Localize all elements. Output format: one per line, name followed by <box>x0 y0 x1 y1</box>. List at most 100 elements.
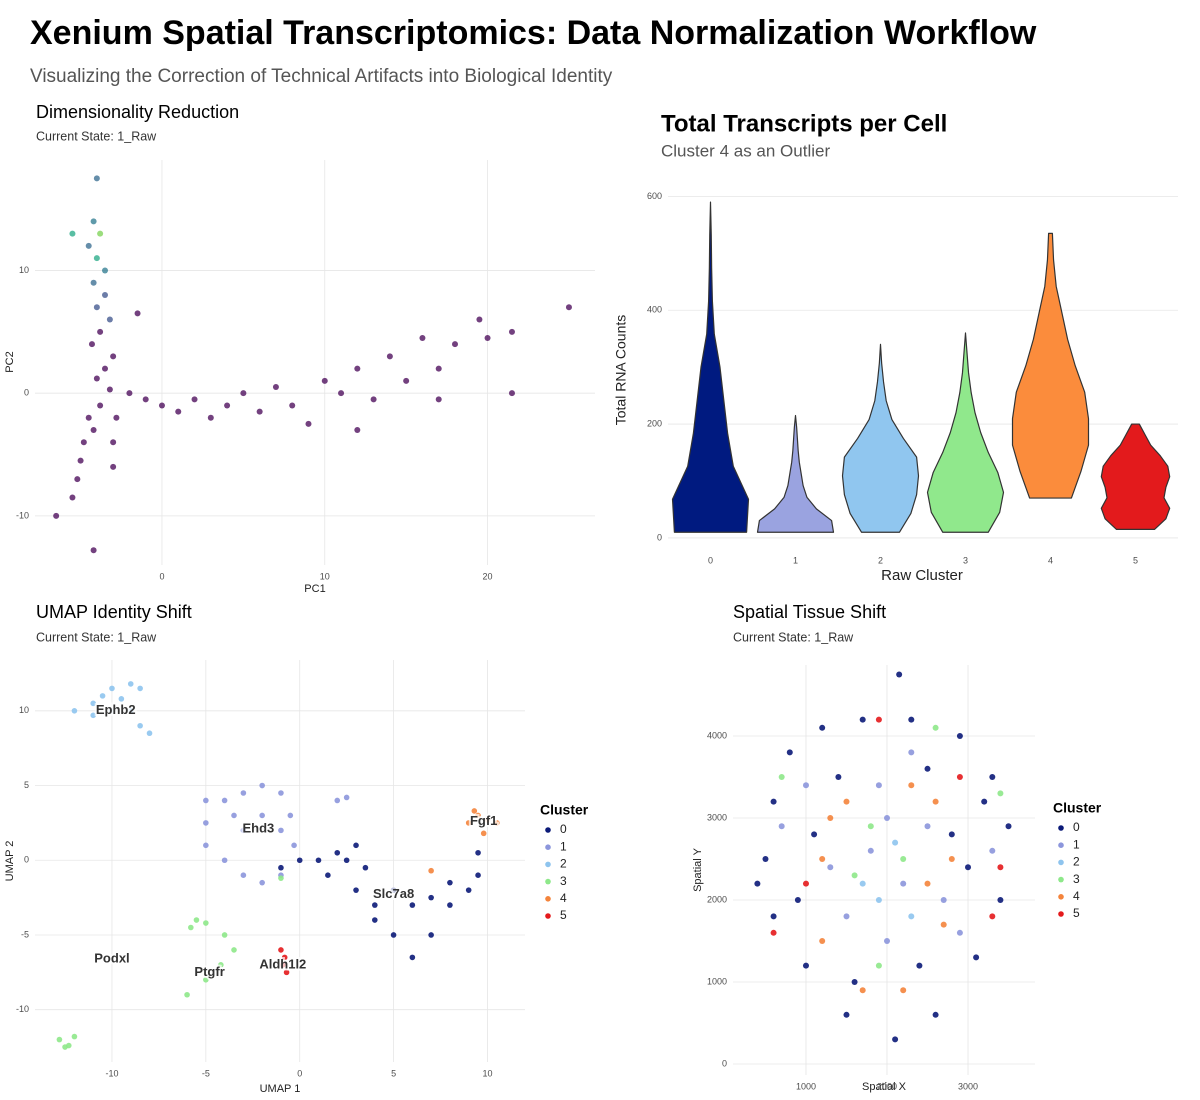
point <box>956 774 963 781</box>
point <box>102 365 108 372</box>
legend-swatch <box>545 896 551 902</box>
x-tick-label: 4 <box>1048 555 1053 565</box>
legend-swatch <box>1058 876 1064 883</box>
point <box>948 856 955 863</box>
x-tick-label: 2000 <box>877 1081 897 1091</box>
point <box>334 849 341 856</box>
point <box>90 700 96 707</box>
point <box>875 962 882 969</box>
point <box>93 255 100 262</box>
panel-subtitle: Current State: 1_Raw <box>36 129 157 143</box>
x-axis-label: PC1 <box>304 583 325 595</box>
y-tick-label: 0 <box>722 1058 727 1068</box>
legend-swatch <box>1058 911 1064 917</box>
cluster-label: Ehd3 <box>243 820 275 835</box>
point <box>97 402 104 409</box>
point <box>110 353 117 360</box>
legend-title: Cluster <box>1053 800 1102 816</box>
point <box>802 782 809 789</box>
point <box>184 991 190 998</box>
point <box>480 830 487 837</box>
point <box>137 685 143 692</box>
x-tick-label: 0 <box>297 1068 302 1078</box>
point <box>875 782 882 789</box>
y-tick-label: -10 <box>16 1004 29 1014</box>
x-tick-label: 3 <box>963 555 968 565</box>
point <box>231 947 237 953</box>
point <box>278 864 284 871</box>
point <box>452 341 458 348</box>
y-axis-label: UMAP 2 <box>4 841 16 882</box>
cluster-label: Ephb2 <box>96 702 136 717</box>
point <box>989 913 996 920</box>
point <box>372 902 378 908</box>
point <box>109 708 115 714</box>
point <box>475 849 481 856</box>
point <box>188 924 194 931</box>
point <box>334 797 341 804</box>
x-tick-label: 0 <box>708 555 713 565</box>
point <box>827 864 834 871</box>
point <box>403 377 410 384</box>
x-tick-label: 20 <box>483 571 493 581</box>
point <box>278 790 284 796</box>
point <box>896 671 903 678</box>
point <box>278 875 284 881</box>
point <box>158 402 165 409</box>
point <box>90 279 97 286</box>
point <box>435 365 442 372</box>
point <box>142 396 149 403</box>
point <box>851 872 858 879</box>
legend-title: Cluster <box>540 802 589 818</box>
point <box>362 864 369 871</box>
point <box>126 390 133 397</box>
point <box>997 897 1004 904</box>
y-tick-label: 0 <box>24 388 29 398</box>
point <box>109 685 115 692</box>
point <box>102 267 108 274</box>
point <box>989 847 996 854</box>
point <box>390 932 397 938</box>
point <box>338 390 345 397</box>
legend-label: 5 <box>560 908 567 922</box>
page-title: Xenium Spatial Transcriptomics: Data Nor… <box>30 14 1037 52</box>
y-axis-label: Total RNA Counts <box>613 315 629 426</box>
point <box>827 815 834 822</box>
legend-swatch <box>545 913 551 919</box>
legend-swatch <box>1058 842 1064 848</box>
point <box>305 420 312 427</box>
point <box>997 790 1004 797</box>
point <box>924 880 931 887</box>
point <box>981 798 988 805</box>
point <box>875 716 882 723</box>
point <box>409 902 416 908</box>
point <box>843 913 850 920</box>
point <box>53 512 60 519</box>
y-axis-label: Spatial Y <box>692 847 704 891</box>
point <box>278 827 284 834</box>
point <box>778 823 785 830</box>
y-tick-label: 5 <box>24 780 29 790</box>
legend-label: 1 <box>560 839 567 853</box>
panel-subtitle: Current State: 1_Raw <box>733 630 854 644</box>
point <box>409 954 416 961</box>
violin <box>1100 423 1171 530</box>
point <box>370 396 377 403</box>
point <box>883 815 890 822</box>
point <box>56 1036 63 1043</box>
x-tick-label: -5 <box>202 1068 210 1078</box>
point <box>762 856 769 863</box>
point <box>175 408 182 415</box>
point <box>770 798 777 805</box>
panel-subtitle: Cluster 4 as an Outlier <box>661 141 830 160</box>
point <box>256 408 263 415</box>
x-tick-label: 3000 <box>958 1081 978 1091</box>
point <box>321 377 328 384</box>
point <box>965 864 972 871</box>
point <box>289 402 296 409</box>
point <box>259 782 265 789</box>
point <box>315 857 322 864</box>
point <box>989 774 996 781</box>
legend-swatch <box>1058 859 1064 866</box>
point <box>325 872 331 878</box>
